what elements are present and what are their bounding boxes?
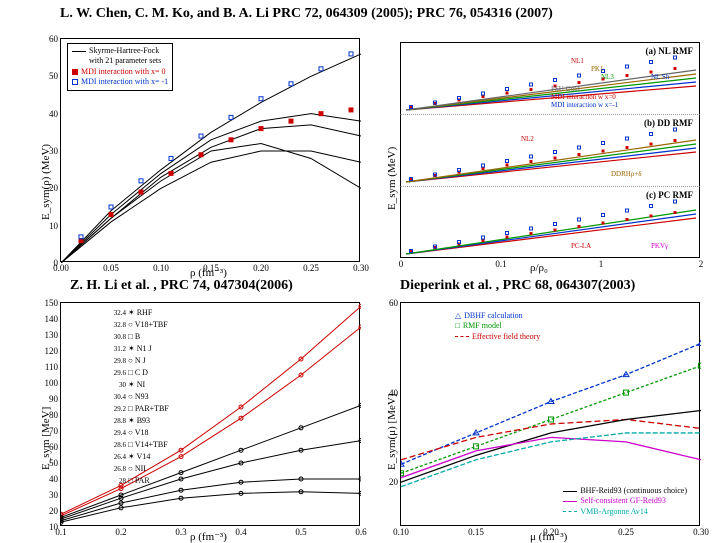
caption-bottom-left: Z. H. Li et al. , PRC 74, 047304(2006) — [70, 278, 293, 294]
label-tr-a: (a) NL RMF — [646, 46, 694, 56]
label-tr-c: (c) PC RMF — [646, 190, 693, 200]
ylabel-bl: E_sym [MeV] — [40, 407, 52, 470]
tr-a-item4: FSU Gold — [551, 85, 580, 93]
tr-a-item3: PK1 — [591, 65, 603, 73]
ylabel-br: E_sym(μ) [MeV] — [386, 394, 398, 470]
tr-a-item6: MDI interaction w x=-1 — [551, 101, 618, 109]
legend-br-2: BHF-Reid93 (continuous choice) Self-cons… — [559, 484, 691, 519]
xlabel-tr: ρ/ρ₀ — [530, 262, 548, 274]
chart-tr-c: (c) PC RMF PC-LA PKVγ 00.112 — [400, 186, 700, 258]
legend-br-1: △DBHF calculation □RMF model Effective f… — [451, 309, 544, 344]
legend-br1-1: RMF model — [463, 321, 502, 331]
xlabel-br: μ (fm⁻³) — [530, 530, 567, 543]
legend-tl-2: MDI interaction with x= 0 — [81, 67, 166, 77]
legend-tl-1: with 21 parameter sets — [89, 56, 161, 66]
chart-top-left: Skyrme-Hartree-Fock with 21 parameter se… — [60, 38, 360, 262]
tr-a-item1: NL3 — [601, 73, 614, 81]
caption-bottom-right: Dieperink et al. , PRC 68, 064307(2003) — [400, 278, 635, 294]
chart-tr-b: (b) DD RMF NL2 DDRHρ+δ — [400, 114, 700, 186]
legend-br2-1: Self-consistent GF-Reid93 — [580, 496, 666, 506]
ylabel-tl: E_sym(ρ) (MeV) — [40, 144, 52, 220]
legend-br2-2: VMB-Argonne Av14 — [580, 507, 647, 517]
chart-tr-a: (a) NL RMF NL1 PK1 NL3 NL Sh FSU Gold MD… — [400, 42, 700, 114]
xlabel-tl: ρ (fm⁻³) — [190, 266, 227, 279]
chart-bottom-left: 102030405060708090100110120130140150 0.1… — [60, 302, 360, 526]
tr-b-item3: DDRHρ+δ — [611, 170, 642, 178]
legend-tl-3: MDI interaction with x= -1 — [81, 77, 168, 87]
legend-br2-0: BHF-Reid93 (continuous choice) — [580, 486, 687, 496]
legend-br1-0: DBHF calculation — [464, 311, 522, 321]
chart-bottom-right: △DBHF calculation □RMF model Effective f… — [400, 302, 700, 526]
tr-c-item1: PKVγ — [651, 242, 668, 250]
tr-a-item2: NL Sh — [651, 73, 669, 81]
legend-tl-0: Skyrme-Hartree-Fock — [89, 46, 159, 56]
xlabel-bl: ρ (fm⁻³) — [190, 530, 227, 543]
legend-br1-2: Effective field theory — [472, 332, 540, 342]
ylabel-tr: E_sym (MeV) — [386, 147, 398, 210]
tr-b-item0: NL2 — [521, 135, 534, 143]
tr-c-item0: PC-LA — [571, 242, 591, 250]
tr-a-item5: MDI interaction w x=0 — [551, 93, 616, 101]
legend-tl: Skyrme-Hartree-Fock with 21 parameter se… — [67, 43, 173, 91]
title-top: L. W. Chen, C. M. Ko, and B. A. Li PRC 7… — [60, 6, 553, 22]
label-tr-b: (b) DD RMF — [644, 118, 693, 128]
tr-a-item0: NL1 — [571, 57, 584, 65]
